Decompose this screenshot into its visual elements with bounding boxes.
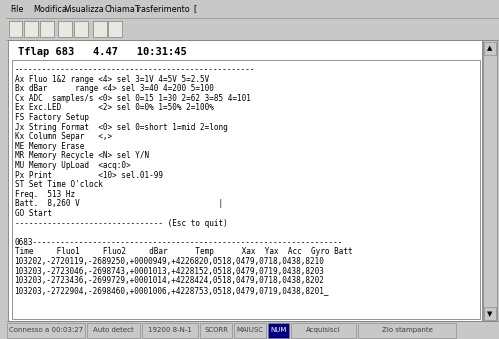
Bar [7,40,482,321]
Text: Cx ADC  samples/s <0> sel 0=15 1=30 2=62 3=85 4=101: Cx ADC samples/s <0> sel 0=15 1=30 2=62 … [14,94,250,103]
Text: MR Memory Recycle <N> sel Y/N: MR Memory Recycle <N> sel Y/N [14,152,149,160]
Bar [291,323,356,338]
Text: ME Memory Erase: ME Memory Erase [14,142,84,151]
Bar [11,60,480,319]
Bar [358,323,457,338]
Text: Time     Fluo1     Fluo2     dBar      Temp      Xax  Yax  Acc  Gyro Batt: Time Fluo1 Fluo2 dBar Temp Xax Yax Acc G… [14,247,352,256]
Text: Tflap 683   4.47   10:31:45: Tflap 683 4.47 10:31:45 [17,47,186,57]
Text: Freq.  513 Hz: Freq. 513 Hz [14,190,75,199]
Text: ▲: ▲ [488,45,493,51]
Text: 103203,-2723436,-2699729,+0001014,+4228424,0518,0479,0718,0438,8202: 103203,-2723436,-2699729,+0001014,+42284… [14,276,324,285]
Text: Ex Exc.LED        <2> sel 0=0% 1=50% 2=100%: Ex Exc.LED <2> sel 0=0% 1=50% 2=100% [14,103,214,113]
Text: GO Start: GO Start [14,209,51,218]
Text: Visualizza: Visualizza [65,4,105,14]
Bar [87,323,140,338]
Text: Modifica: Modifica [33,4,67,14]
Bar [267,323,289,338]
Text: SCORR: SCORR [204,327,228,333]
Text: Connesso a 00:03:27: Connesso a 00:03:27 [8,327,83,333]
Text: Batt.  8,260 V                              |: Batt. 8,260 V | [14,199,223,208]
Text: 19200 8-N-1: 19200 8-N-1 [148,327,192,333]
Text: MAIUSC: MAIUSC [237,327,263,333]
Text: 0683-------------------------------------------------------------------: 0683------------------------------------… [14,238,343,247]
Bar [58,21,72,37]
Text: ST Set Time O'clock: ST Set Time O'clock [14,180,102,189]
Bar [484,42,496,55]
Text: [: [ [194,4,197,14]
Text: Kx Column Separ   <,>: Kx Column Separ <,> [14,132,112,141]
Bar [5,0,499,18]
Text: Acquisisci: Acquisisci [306,327,341,333]
Text: Auto detect: Auto detect [93,327,134,333]
Bar [142,323,199,338]
Text: NUM: NUM [270,327,287,333]
Text: 103203,-2723046,-2698743,+0001013,+4228152,0518,0479,0719,0438,8203: 103203,-2723046,-2698743,+0001013,+42281… [14,266,324,276]
Bar [40,21,54,37]
Bar [5,18,499,40]
Bar [5,321,499,339]
Text: Chiama: Chiama [104,4,135,14]
Text: -------------------------------- (Esc to quit): -------------------------------- (Esc to… [14,219,228,227]
Bar [24,21,38,37]
Text: MU Memory UpLoad  <acq:0>: MU Memory UpLoad <acq:0> [14,161,130,170]
Bar [93,21,106,37]
Text: Ax Fluo 1&2 range <4> sel 3=1V 4=5V 5=2.5V: Ax Fluo 1&2 range <4> sel 3=1V 4=5V 5=2.… [14,75,209,84]
Bar [201,323,232,338]
Text: Trasferimento: Trasferimento [134,4,190,14]
Text: 103202,-2720119,-2689250,+0000949,+4226820,0518,0479,0718,0438,8210: 103202,-2720119,-2689250,+0000949,+42268… [14,257,324,266]
Bar [234,323,265,338]
Bar [74,21,88,37]
Text: Px Print          <10> sel.01-99: Px Print <10> sel.01-99 [14,171,163,180]
Text: FS Factory Setup: FS Factory Setup [14,113,89,122]
Text: ----------------------------------------------------: ----------------------------------------… [14,65,255,74]
Text: File: File [10,4,24,14]
Bar [108,21,122,37]
Text: Zio stampante: Zio stampante [382,327,433,333]
Bar [484,307,496,320]
Bar [8,21,22,37]
Text: 103203,-2722904,-2698460,+0001006,+4228753,0518,0479,0719,0438,8201_: 103203,-2722904,-2698460,+0001006,+42287… [14,286,329,295]
Text: Bx dBar      range <4> sel 3=40 4=200 5=100: Bx dBar range <4> sel 3=40 4=200 5=100 [14,84,214,93]
Text: ▼: ▼ [488,311,493,317]
Bar [483,40,497,321]
Bar [6,323,85,338]
Text: Jx String Format  <0> sel 0=short 1=mid 2=long: Jx String Format <0> sel 0=short 1=mid 2… [14,123,228,132]
